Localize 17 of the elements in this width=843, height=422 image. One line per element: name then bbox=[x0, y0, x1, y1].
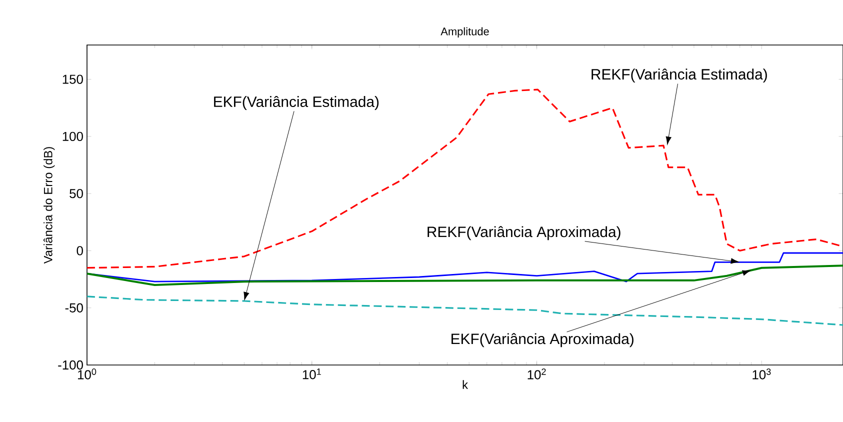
y-tick-label: 100 bbox=[62, 132, 83, 142]
y-tick-label: 0 bbox=[76, 246, 83, 256]
annotation: REKF(Variância Estimada) bbox=[592, 68, 767, 83]
x-tick-label: 10$^{2}$ bbox=[528, 368, 546, 380]
annotation: EKF(Variância Estimada) bbox=[214, 96, 379, 110]
y-tick-label: 150 bbox=[62, 74, 83, 84]
x-tick-label: 10$^{0}$ bbox=[78, 368, 96, 380]
y-axis-title: Variância do Erro (dB) bbox=[44, 147, 55, 264]
x-tick-label: 10$^{3}$ bbox=[752, 368, 771, 380]
y-tick-label: -100 bbox=[58, 360, 83, 370]
chart-title: Amplitude bbox=[440, 27, 489, 38]
x-tick-label: 10$^{1}$ bbox=[302, 368, 321, 380]
annotation: EKF(Variância Aproximada) bbox=[452, 333, 634, 348]
annotation: REKF(Variância Aproximada) bbox=[428, 226, 620, 240]
y-tick-label: 50 bbox=[70, 188, 83, 198]
x-axis-title: k bbox=[462, 380, 468, 389]
y-tick-label: -50 bbox=[65, 303, 83, 312]
